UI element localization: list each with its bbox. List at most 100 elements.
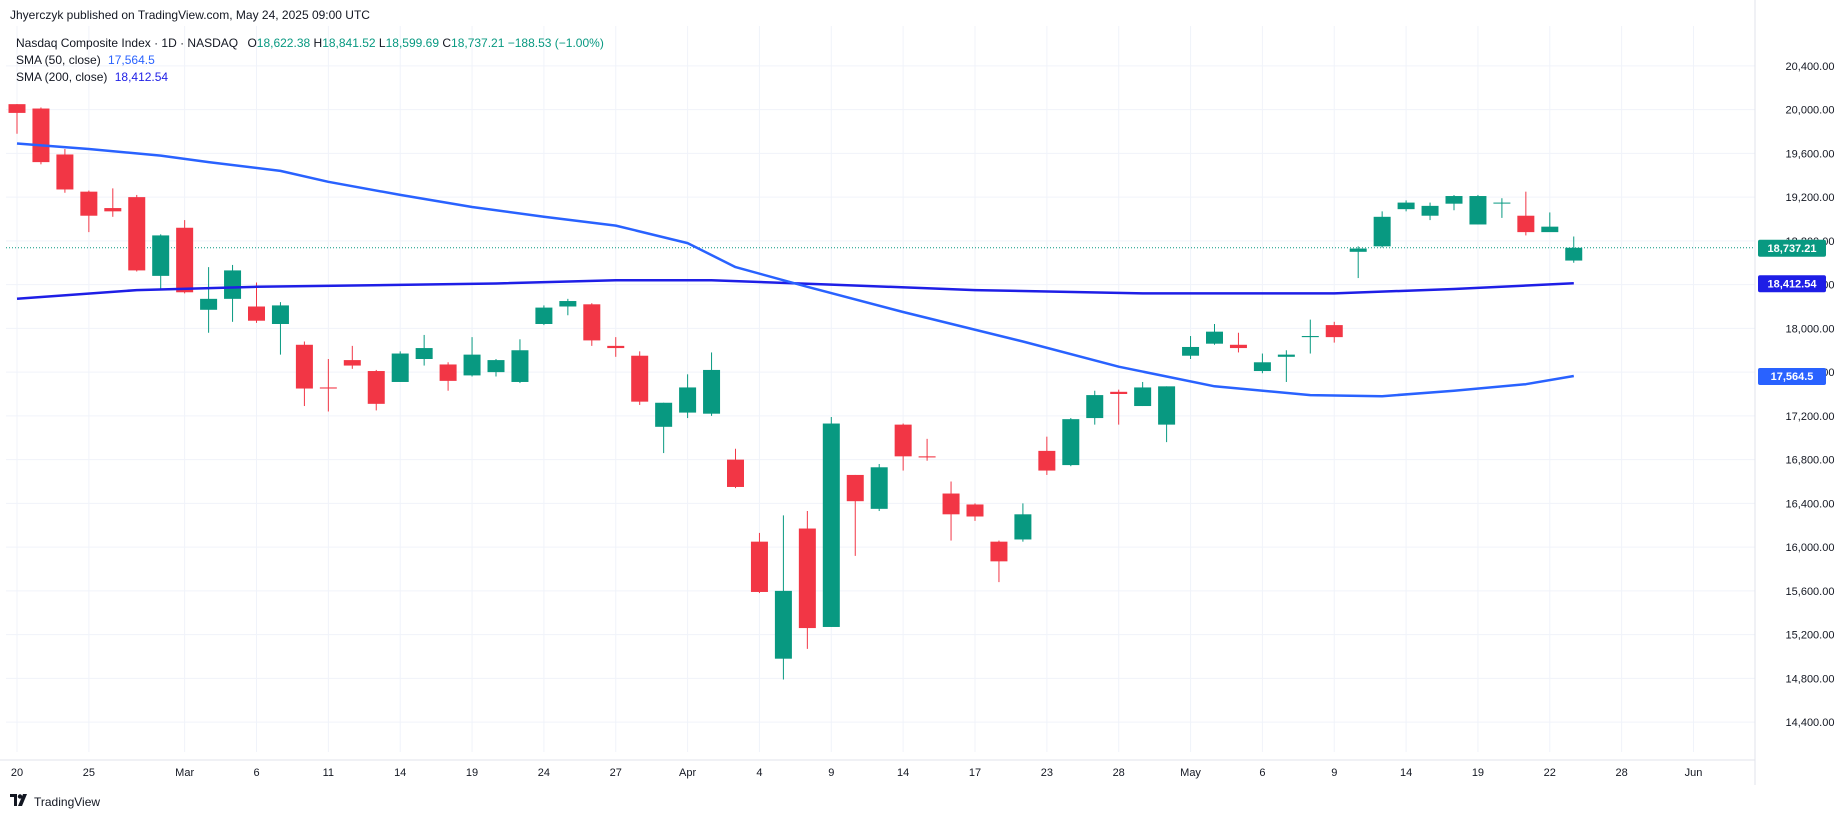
time-axis-label: 6 <box>253 767 259 779</box>
time-axis-label: 14 <box>897 767 909 779</box>
candle-body <box>295 344 313 389</box>
time-axis-label: 14 <box>394 767 406 779</box>
candle-body <box>1014 514 1032 540</box>
time-axis-label: 6 <box>1259 767 1265 779</box>
time-axis-label: 24 <box>538 767 550 779</box>
tradingview-brand: TradingView <box>34 794 101 809</box>
candle-body <box>248 306 265 321</box>
candle-body <box>1038 450 1056 471</box>
candle-body <box>894 424 912 457</box>
candle-body <box>1253 362 1271 372</box>
candle-body <box>56 154 74 190</box>
price-axis-label: 16,400.00 <box>1786 498 1835 510</box>
candle-body <box>80 191 98 216</box>
candle-body <box>1325 325 1343 338</box>
candle-body <box>200 298 218 310</box>
time-axis-label: 28 <box>1616 767 1628 779</box>
candle-body <box>415 348 433 359</box>
candle-body <box>1062 419 1080 466</box>
sma200-label: SMA (200, close) <box>16 70 108 84</box>
price-axis-label: 15,600.00 <box>1786 586 1835 598</box>
candle-body <box>559 301 577 307</box>
candle-body <box>1541 226 1559 233</box>
candle-body <box>679 387 697 413</box>
time-axis-label: 17 <box>969 767 981 779</box>
candle-body <box>1229 344 1247 349</box>
legend-sma200-row[interactable]: SMA (200, close) 18,412.54 <box>16 69 604 86</box>
candle-body <box>104 208 122 212</box>
candle-body <box>176 227 194 293</box>
time-axis-label: 9 <box>1331 767 1337 779</box>
time-axis-label: 11 <box>323 767 334 779</box>
candle-body <box>1158 386 1176 425</box>
candle-body <box>990 541 1008 562</box>
candle-body <box>1445 196 1463 204</box>
candle-body <box>918 456 936 458</box>
tradingview-logo-icon <box>10 794 30 809</box>
price-axis-label: 20,000.00 <box>1786 105 1835 117</box>
price-axis-label: 14,800.00 <box>1786 673 1835 685</box>
sma200-price-tag-bg <box>1758 275 1826 293</box>
ohlc-close-label: C <box>442 36 452 50</box>
time-axis-label: Apr <box>679 767 696 779</box>
candle-body <box>1110 391 1128 394</box>
candle-body <box>487 360 505 373</box>
last-price-tag-bg <box>1758 239 1826 257</box>
legend-symbol[interactable]: Nasdaq Composite Index · 1D · NASDAQ <box>16 36 239 50</box>
candle-body <box>1301 336 1319 338</box>
candle-body <box>703 369 721 414</box>
sma200-value: 18,412.54 <box>114 70 169 84</box>
candle-body <box>319 387 337 389</box>
candle-body <box>224 270 242 299</box>
sma200-price-tag: 18,412.54 <box>1768 278 1818 290</box>
ohlc-low: 18,599.69 <box>385 36 439 50</box>
candle-body <box>1373 216 1391 247</box>
candle-body <box>32 108 50 163</box>
price-axis-label: 19,200.00 <box>1786 192 1835 204</box>
price-axis-label: 14,400.00 <box>1786 717 1835 729</box>
candle-body <box>631 355 649 402</box>
price-axis-label: 15,200.00 <box>1786 630 1835 642</box>
ohlc-change: −188.53 (−1.00%) <box>507 36 604 50</box>
legend-ohlc: O18,622.38 H18,841.52 L18,599.69 C18,737… <box>247 36 603 50</box>
candle-body <box>727 459 744 487</box>
time-axis-label: May <box>1180 767 1201 779</box>
candle-body <box>463 354 481 376</box>
candle-body <box>1086 395 1104 419</box>
time-axis-label: 20 <box>11 767 23 779</box>
time-axis-label: 23 <box>1041 767 1053 779</box>
legend-symbol-row: Nasdaq Composite Index · 1D · NASDAQ O18… <box>16 35 604 52</box>
time-axis-label: 14 <box>1400 767 1412 779</box>
chart-legend: Nasdaq Composite Index · 1D · NASDAQ O18… <box>16 35 604 86</box>
legend-sma50-row[interactable]: SMA (50, close) 17,564.5 <box>16 52 604 69</box>
time-axis-label: 19 <box>466 767 478 779</box>
candle-body <box>367 371 385 404</box>
candle-body <box>535 307 553 324</box>
candle-body <box>870 467 888 509</box>
price-axis-label: 17,200.00 <box>1786 411 1835 423</box>
candle-body <box>1421 205 1439 216</box>
candle-body <box>391 353 409 382</box>
sma50-price-tag: 17,564.5 <box>1771 371 1814 383</box>
candle-body <box>942 493 960 515</box>
sma50-line <box>16 142 1575 398</box>
candle-body <box>583 304 601 341</box>
ohlc-high-label: H <box>313 36 323 50</box>
candle-body <box>1397 202 1415 210</box>
price-axis-label: 18,000.00 <box>1786 323 1835 335</box>
ohlc-open: 18,622.38 <box>256 36 311 50</box>
time-axis-label: 9 <box>828 767 834 779</box>
price-axis-label: 16,800.00 <box>1786 455 1835 467</box>
candle-body <box>1469 196 1487 225</box>
tradingview-footer[interactable]: TradingView <box>10 794 100 809</box>
ohlc-high: 18,841.52 <box>322 36 376 50</box>
ohlc-low-label: L <box>378 36 386 50</box>
sma50-value: 17,564.5 <box>108 53 155 67</box>
ohlc-close: 18,737.21 <box>451 36 505 50</box>
publisher-line: Jhyerczyk published on TradingView.com, … <box>10 8 370 22</box>
candle-body <box>8 104 26 113</box>
candle-body <box>439 364 457 381</box>
time-axis-label: 25 <box>83 767 95 779</box>
candle-body <box>511 350 529 382</box>
